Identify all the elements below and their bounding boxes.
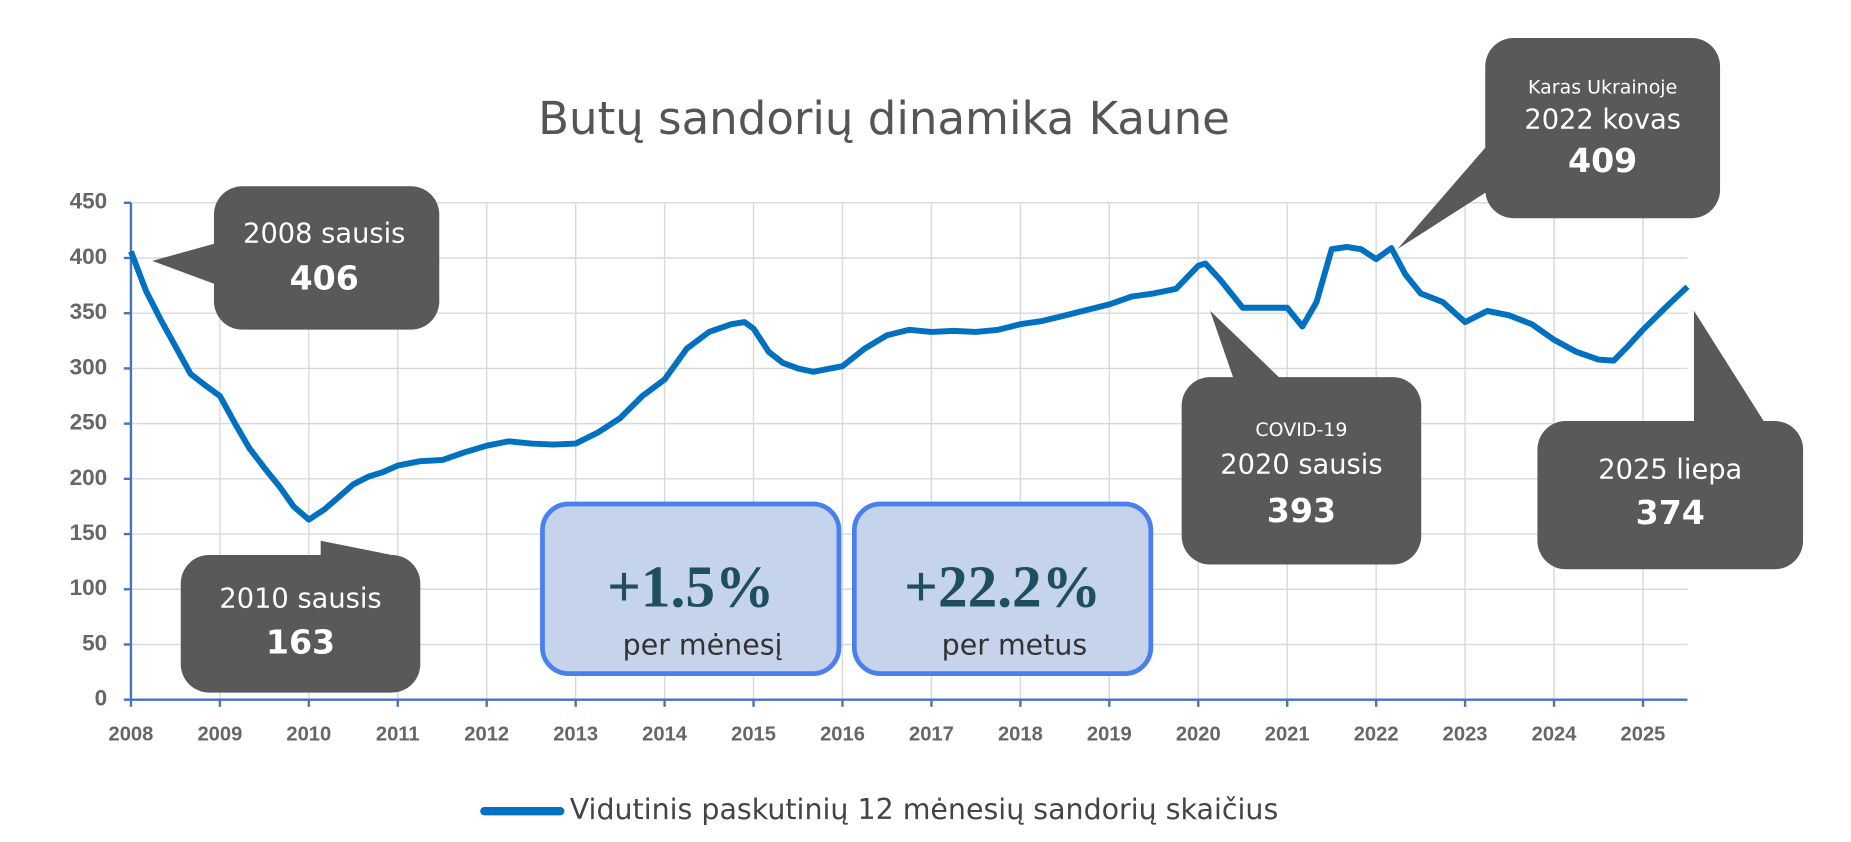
chart-title: Butų sandorių dinamika Kaune xyxy=(538,92,1230,145)
callout-label: 2020 sausis xyxy=(1220,450,1382,481)
x-tick-label: 2008 xyxy=(109,724,154,746)
callout-label: 2025 liepa xyxy=(1598,454,1742,485)
x-tick-label: 2023 xyxy=(1443,724,1488,746)
legend-label: Vidutinis paskutinių 12 mėnesių sandorių… xyxy=(570,793,1279,826)
x-tick-label: 2009 xyxy=(197,724,242,746)
y-tick-label: 250 xyxy=(70,410,108,435)
x-tick-label: 2020 xyxy=(1176,724,1221,746)
callout-box xyxy=(1485,37,1721,219)
y-tick-label: 350 xyxy=(70,299,108,324)
callout-box xyxy=(213,186,440,330)
y-tick-label: 0 xyxy=(95,686,108,711)
callout-value: 393 xyxy=(1267,491,1336,530)
x-tick-label: 2022 xyxy=(1354,724,1399,746)
kpi-box xyxy=(851,501,1154,676)
kpi-label: per mėnesį xyxy=(623,628,783,661)
callout-pointer xyxy=(1693,310,1766,424)
annotations: 2008 sausis 406 2010 sausis 163 COVID-19 2020… xyxy=(152,37,1804,693)
y-tick-label: 100 xyxy=(70,575,108,600)
callout-note: Karas Ukrainoje xyxy=(1528,76,1677,98)
x-tick-label: 2015 xyxy=(731,724,776,746)
callout-box xyxy=(180,555,421,693)
y-tick-label: 300 xyxy=(70,354,108,379)
callout-label: 2022 kovas xyxy=(1524,104,1681,135)
x-tick-label: 2011 xyxy=(376,724,420,746)
y-tick-label: 450 xyxy=(70,189,108,214)
x-tick-label: 2012 xyxy=(464,724,509,746)
callout-value: 163 xyxy=(266,622,335,661)
callout-value: 374 xyxy=(1636,493,1705,532)
callout-pointer xyxy=(1210,310,1282,380)
callout-value: 409 xyxy=(1568,141,1637,180)
callout-box xyxy=(1537,421,1804,570)
kpi-value: +22.2% xyxy=(904,554,1101,620)
callout-note: COVID-19 xyxy=(1255,419,1347,441)
callout-pointer xyxy=(1397,142,1490,250)
y-tick-label: 150 xyxy=(70,520,108,545)
axes: 0 50 100 150 200 250 300 350 400 450 2008 2009 2010 2… xyxy=(70,189,1688,746)
x-tick-label: 2021 xyxy=(1265,724,1310,746)
series xyxy=(128,243,1690,523)
x-tick-label: 2019 xyxy=(1087,724,1132,746)
x-tick-label: 2017 xyxy=(909,724,954,746)
kpi-label: per metus xyxy=(942,628,1088,661)
x-tick-label: 2016 xyxy=(820,724,865,746)
y-tick-label: 200 xyxy=(70,465,108,490)
x-tick-label: 2010 xyxy=(286,724,331,746)
x-tick-label: 2013 xyxy=(553,724,598,746)
kpi-box xyxy=(540,501,842,676)
x-tick-label: 2014 xyxy=(642,724,688,746)
callout-label: 2008 sausis xyxy=(243,218,405,249)
x-tick-label: 2025 xyxy=(1621,724,1666,746)
x-tick-label: 2024 xyxy=(1532,724,1578,746)
callout-pointer xyxy=(320,540,404,558)
series-line xyxy=(128,243,1690,523)
y-tick-label: 400 xyxy=(70,244,108,269)
callout-pointer xyxy=(152,243,217,285)
y-tick-label: 50 xyxy=(82,630,107,655)
callout-label: 2010 sausis xyxy=(219,584,381,615)
callout-box xyxy=(1181,377,1422,565)
kpi-boxes: +1.5% per mėnesį +22.2% per metus xyxy=(540,501,1154,676)
kpi-value: +1.5% xyxy=(607,554,774,620)
callout-value: 406 xyxy=(290,258,359,297)
x-tick-label: 2018 xyxy=(998,724,1043,746)
